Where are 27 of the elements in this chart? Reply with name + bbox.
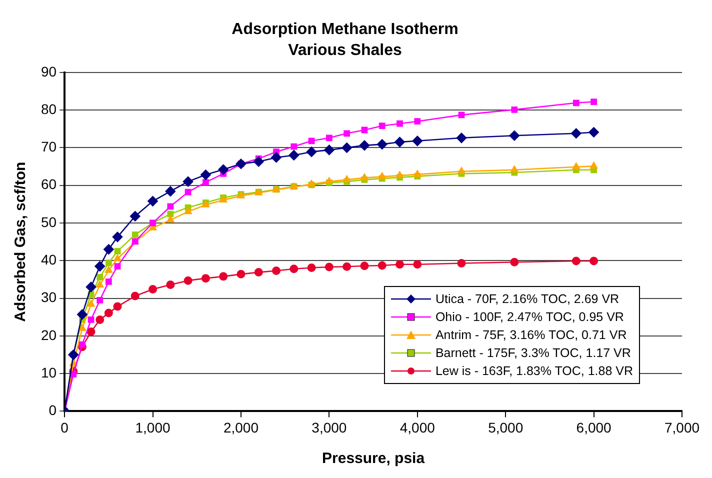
y-tick-label: 60 (40, 176, 57, 192)
y-tick-label: 10 (40, 364, 57, 380)
chart-title: Adsorption Methane Isotherm (232, 21, 458, 38)
x-tick-label: 1,000 (135, 419, 170, 436)
y-tick-label: 50 (40, 214, 57, 230)
legend-label: Lew is - 163F, 1.83% TOC, 1.88 VR (435, 363, 633, 380)
x-tick-label: 2,000 (223, 419, 259, 436)
legend-label: Ohio - 100F, 2.47% TOC, 0.95 VR (435, 309, 624, 326)
x-tick-label: 4,000 (400, 419, 436, 436)
y-tick-label: 80 (40, 100, 57, 117)
y-axis-title: Adsorbed Gas, scf/ton (12, 162, 30, 322)
x-tick-label: 0 (60, 419, 69, 436)
legend-label: Antrim - 75F, 3.16% TOC, 0.71 VR (435, 327, 627, 344)
x-tick-label: 5,000 (488, 419, 524, 436)
y-tick-label: 30 (40, 289, 57, 306)
x-axis-title: Pressure, psia (322, 450, 426, 468)
y-tick-label: 40 (40, 251, 57, 268)
y-tick-label: 70 (40, 138, 57, 155)
y-tick-label: 90 (40, 63, 57, 80)
legend-label: Utica - 70F, 2.16% TOC, 2.69 VR (435, 291, 620, 308)
x-tick-label: 7,000 (664, 419, 700, 436)
x-tick-label: 3,000 (312, 419, 347, 436)
y-tick-label: 20 (40, 326, 57, 343)
y-tick-label: 0 (48, 402, 57, 418)
x-tick-label: 6,000 (576, 419, 612, 436)
chart-subtitle: Various Shales (288, 42, 402, 60)
legend-label: Barnett - 175F, 3.3% TOC, 1.17 VR (435, 345, 631, 362)
